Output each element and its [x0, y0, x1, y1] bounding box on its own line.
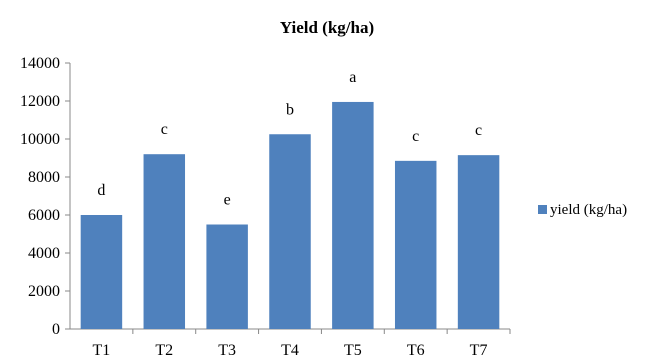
y-tick-label: 8000	[28, 169, 60, 186]
bar-T6	[394, 160, 437, 329]
x-tick-label: T3	[218, 342, 236, 359]
y-tick-label: 14000	[20, 55, 60, 72]
x-tick-label: T2	[155, 342, 173, 359]
y-tick-label: 0	[52, 321, 60, 338]
data-label-T1: d	[97, 182, 105, 199]
data-label-T7: c	[475, 122, 482, 139]
x-tick-label: T4	[281, 342, 299, 359]
y-tick-label: 12000	[20, 93, 60, 110]
x-tick-label: T5	[344, 342, 362, 359]
legend-swatch	[538, 205, 547, 214]
y-tick-label: 10000	[20, 131, 60, 148]
data-label-T6: c	[412, 128, 419, 145]
x-tick-label: T6	[407, 342, 425, 359]
bar-T1	[80, 215, 123, 329]
bar-T7	[457, 155, 500, 329]
bar-T2	[143, 154, 186, 329]
bar-T4	[269, 134, 311, 329]
y-tick-label: 2000	[28, 283, 60, 300]
data-label-T2: c	[161, 121, 168, 138]
x-tick-label: T1	[93, 342, 111, 359]
legend-label: yield (kg/ha)	[550, 202, 627, 218]
data-label-T5: a	[349, 69, 356, 86]
data-label-T3: e	[224, 192, 231, 209]
x-tick-label: T7	[470, 342, 488, 359]
data-label-T4: b	[286, 101, 294, 118]
chart-title: Yield (kg/ha)	[279, 18, 375, 37]
y-tick-label: 6000	[28, 207, 60, 224]
y-tick-label: 4000	[28, 245, 60, 262]
bar-T3	[206, 224, 248, 329]
bar-T5	[332, 101, 374, 329]
